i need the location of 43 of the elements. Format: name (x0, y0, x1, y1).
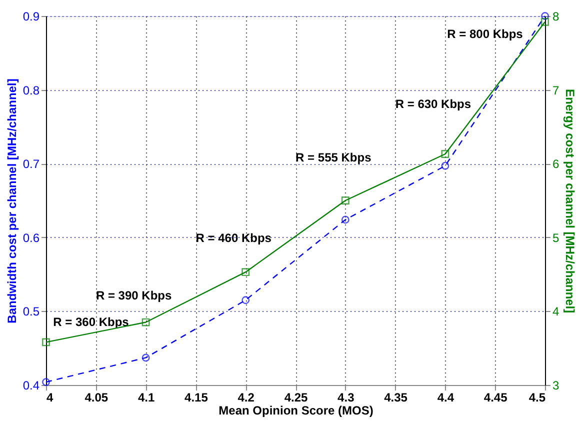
y-tick-label: 0.7 (22, 157, 40, 172)
x-tick-label: 4.5 (528, 390, 546, 404)
y-tick-label: 0.9 (22, 10, 40, 24)
x-tick-label: 4.05 (84, 390, 108, 404)
annotation: R = 460 Kbps (196, 231, 272, 246)
y-axis-title: Bandwidth cost per channel [MHz/channel] (4, 78, 19, 324)
x-tick-label: 4.45 (484, 390, 508, 404)
annotation: R = 630 Kbps (395, 96, 472, 111)
point (42, 338, 50, 346)
x-tick-label: 4.15 (184, 390, 208, 404)
y-tick-label: 0.5 (22, 304, 40, 319)
point (142, 354, 150, 362)
y2-tick-label: 3 (552, 378, 560, 392)
y-tick-label: 0.8 (22, 83, 40, 98)
point (341, 216, 350, 224)
y2-tick-label: 4 (552, 304, 560, 319)
annotation: R = 555 Kbps (296, 150, 372, 165)
y2-tick-label: 7 (552, 83, 560, 98)
x-tick-label: 4.25 (284, 390, 308, 404)
annotation: R = 390 Kbps (96, 288, 172, 303)
y2-axis-title: Energy cost per channel [MHz/channel] (563, 88, 578, 314)
point (441, 162, 450, 170)
point (142, 318, 150, 326)
x-tick-label: 4.2 (238, 390, 255, 404)
x-tick-label: 4.1 (138, 390, 155, 404)
x-axis-title: Mean Opinion Score (MOS) (218, 404, 374, 418)
point (242, 268, 250, 276)
point (341, 196, 350, 204)
y2-tick-label: 8 (552, 10, 560, 24)
x-tick-label: 4.3 (338, 390, 355, 404)
x-tick-label: 4 (46, 390, 54, 404)
point (242, 296, 250, 304)
point (541, 18, 549, 26)
x-tick-label: 4.35 (384, 390, 408, 404)
y-tick-label: 0.4 (22, 378, 40, 392)
annotation: R = 360 Kbps (53, 315, 130, 330)
annotation: R = 800 Kbps (447, 27, 524, 41)
y2-tick-label: 6 (552, 157, 560, 172)
point (441, 150, 450, 158)
y-tick-label: 0.6 (22, 230, 40, 245)
y2-tick-label: 5 (552, 230, 560, 245)
x-tick-label: 4.4 (437, 390, 454, 404)
point (541, 12, 549, 20)
